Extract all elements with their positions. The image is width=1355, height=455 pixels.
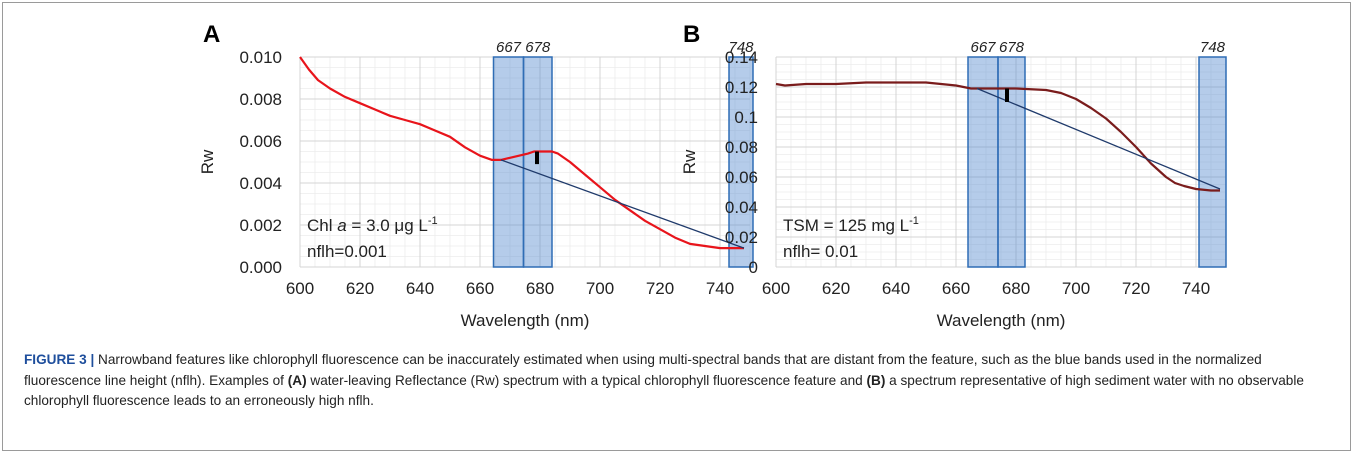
band-label-748: 748 <box>1200 39 1226 56</box>
annotation-superscript: -1 <box>909 215 919 227</box>
y-tick-label: 0.002 <box>239 216 282 235</box>
y-tick-label: 0.02 <box>725 228 758 247</box>
caption-text-1: Narrowband features like chlorophyll flu… <box>24 352 1262 388</box>
spectrum-line <box>299 56 744 250</box>
caption-text-2: water-leaving Reflectance (Rw) spectrum … <box>306 372 867 388</box>
y-tick-label: 0.010 <box>239 48 282 67</box>
x-tick-label: 640 <box>406 279 434 298</box>
band-label-678: 678 <box>999 39 1025 56</box>
y-tick-label: 0.04 <box>725 198 758 217</box>
x-tick-label: 640 <box>882 279 910 298</box>
x-axis-label: Wavelength (nm) <box>937 311 1066 330</box>
y-tick-label: 0.12 <box>725 78 758 97</box>
annotation-span: a <box>337 216 346 235</box>
band-748 <box>1198 56 1227 268</box>
x-tick-label: 700 <box>586 279 614 298</box>
band-678 <box>997 56 1026 268</box>
spectrum-line <box>775 81 1220 192</box>
y-tick-label: 0.006 <box>239 132 282 151</box>
x-tick-label: 740 <box>1182 279 1210 298</box>
caption-text-3: a spectrum representative of high sedime… <box>24 372 1304 409</box>
y-axis-label: Rw <box>198 149 217 174</box>
annotation-superscript: -1 <box>428 215 438 227</box>
band-label-748: 748 <box>728 39 754 56</box>
band-748 <box>728 56 754 268</box>
y-tick-label: 0.004 <box>239 174 282 193</box>
annotation-line-1: TSM = 125 mg L-1 <box>783 215 919 235</box>
chart-panel-a: 667 678 748 0.000 0.002 0.004 0.006 0.008 0.010 6… <box>198 21 754 330</box>
baseline-line <box>976 87 1221 190</box>
annotation-line-1: Chl a = 3.0 μg L-1 <box>307 215 438 235</box>
annotation-line-2: nflh=0.001 <box>307 242 387 261</box>
y-tick-label: 0.08 <box>725 138 758 157</box>
y-tick-label: 0 <box>749 258 758 277</box>
annotation-span: = 3.0 μg L <box>347 216 428 235</box>
x-tick-label: 680 <box>526 279 554 298</box>
x-tick-label: 660 <box>942 279 970 298</box>
y-tick-label: 0.14 <box>725 48 758 67</box>
chart-panel-b: 667 678 748 0 0.02 0.04 0.06 0.08 0.1 0.12 0.14 600… <box>680 21 1227 330</box>
annotation-span: Chl <box>307 216 337 235</box>
x-tick-label: 600 <box>762 279 790 298</box>
band-label-678: 678 <box>525 39 551 56</box>
baseline-line <box>500 159 745 249</box>
x-tick-label: 620 <box>346 279 374 298</box>
band-label-667: 667 <box>496 39 522 56</box>
panel-label-a: A <box>203 21 220 48</box>
x-tick-label: 680 <box>1002 279 1030 298</box>
y-axis-label: Rw <box>680 149 699 174</box>
caption-label: FIGURE 3 | <box>24 352 95 367</box>
figure-charts: 667 678 7480.0000.0020.0040.0060.0080.0106… <box>198 21 1227 330</box>
annotation-line-2: nflh= 0.01 <box>783 242 858 261</box>
x-tick-label: 620 <box>822 279 850 298</box>
y-tick-label: 0.008 <box>239 90 282 109</box>
figure-caption: FIGURE 3 | Narrowband features like chlo… <box>24 350 1329 412</box>
x-tick-label: 700 <box>1062 279 1090 298</box>
caption-ref-a: (A) <box>287 372 307 388</box>
x-tick-label: 720 <box>1122 279 1150 298</box>
panel-label-b: B <box>683 21 700 48</box>
y-tick-label: 0.1 <box>734 108 758 127</box>
x-tick-label: 600 <box>286 279 314 298</box>
x-tick-label: 740 <box>706 279 734 298</box>
x-tick-label: 720 <box>646 279 674 298</box>
x-axis-label: Wavelength (nm) <box>461 311 590 330</box>
x-tick-label: 660 <box>466 279 494 298</box>
y-tick-label: 0.000 <box>239 258 282 277</box>
y-tick-label: 0.06 <box>725 168 758 187</box>
band-label-667: 667 <box>970 39 996 56</box>
caption-ref-b: (B) <box>866 372 886 388</box>
annotation-span: TSM = 125 mg L <box>783 216 909 235</box>
